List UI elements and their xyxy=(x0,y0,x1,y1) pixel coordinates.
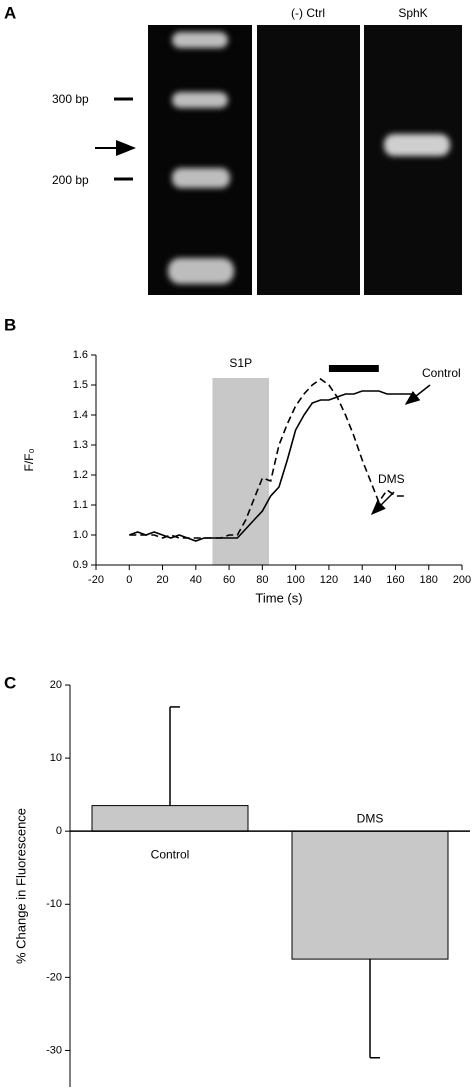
ladder-band xyxy=(172,32,228,48)
y-tick-label: 0.9 xyxy=(73,559,88,571)
x-tick-label: 120 xyxy=(320,574,338,586)
x-axis-label: Time (s) xyxy=(255,590,302,605)
y-tick-label: -20 xyxy=(46,971,62,983)
y-tick-label: 1.3 xyxy=(73,439,88,451)
panel-label: B xyxy=(4,315,16,334)
y-tick-label: 1.6 xyxy=(73,349,88,361)
bar xyxy=(91,805,249,832)
category-label: Control xyxy=(151,847,190,861)
y-tick-label: 1.0 xyxy=(73,529,88,541)
shade-label: S1P xyxy=(229,356,252,370)
y-tick-label: 1.2 xyxy=(73,469,88,481)
marker-label: 200 bp xyxy=(52,173,89,187)
x-tick-label: 160 xyxy=(386,574,404,586)
y-tick-label: -30 xyxy=(46,1044,62,1056)
lane xyxy=(257,25,360,295)
x-tick-label: 0 xyxy=(126,574,132,586)
series-line xyxy=(129,390,413,542)
y-axis-label: % Change in Fluorescence xyxy=(13,808,28,964)
lane-label: (-) Ctrl xyxy=(291,6,325,20)
y-tick-label: 0 xyxy=(56,825,62,837)
legend-arrow xyxy=(370,491,395,516)
y-tick-label: 1.5 xyxy=(73,379,88,391)
ladder-band xyxy=(172,92,228,108)
y-tick-label: 10 xyxy=(50,752,62,764)
y-tick-label: 20 xyxy=(50,679,62,691)
y-axis-label: F/F₀ xyxy=(22,448,36,471)
x-tick-label: 60 xyxy=(223,574,235,586)
sample-band xyxy=(384,134,450,156)
legend-arrow xyxy=(404,384,431,405)
y-tick-label: 1.4 xyxy=(73,409,88,421)
ladder-band xyxy=(168,258,234,284)
panel-label: C xyxy=(4,673,16,692)
y-tick-label: 1.1 xyxy=(73,499,88,511)
x-tick-label: -20 xyxy=(88,574,104,586)
lane xyxy=(364,25,462,295)
x-tick-label: 140 xyxy=(353,574,371,586)
x-tick-label: 100 xyxy=(286,574,304,586)
category-label: DMS xyxy=(357,811,384,825)
x-tick-label: 20 xyxy=(156,574,168,586)
bar xyxy=(291,830,449,960)
marker-label: 300 bp xyxy=(52,92,89,106)
ladder-band xyxy=(172,168,230,188)
panel-label: A xyxy=(4,3,16,22)
shade xyxy=(212,378,270,565)
x-tick-label: 40 xyxy=(190,574,202,586)
lane-label: SphK xyxy=(398,6,427,20)
x-tick-label: 200 xyxy=(453,574,471,586)
series-line xyxy=(129,378,404,539)
y-tick-label: -10 xyxy=(46,898,62,910)
x-tick-label: 80 xyxy=(256,574,268,586)
x-tick-label: 180 xyxy=(420,574,438,586)
lane xyxy=(148,25,252,295)
gel xyxy=(148,25,462,295)
legend-label: DMS xyxy=(378,472,405,486)
legend-label: Control xyxy=(422,366,461,380)
